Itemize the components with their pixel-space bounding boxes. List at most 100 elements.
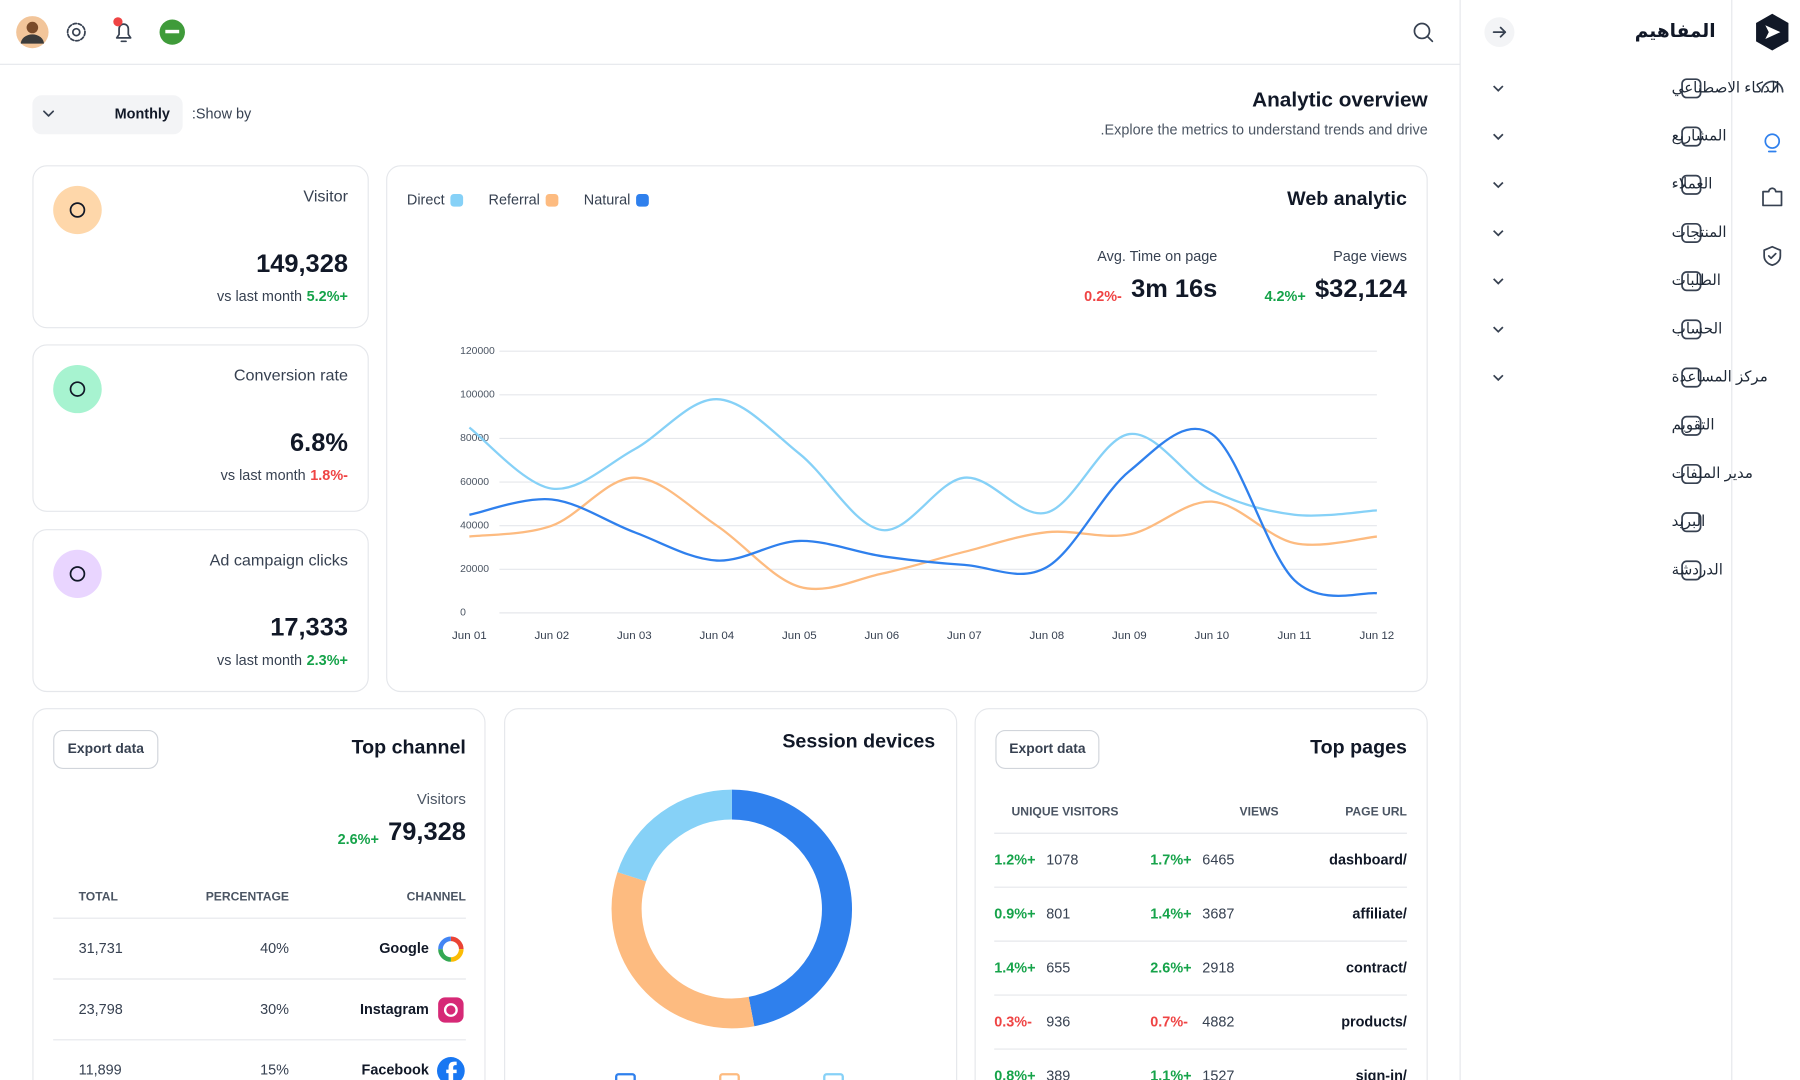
metric-value: 3m 16s bbox=[1131, 275, 1217, 303]
legend-label: Natural bbox=[584, 193, 631, 209]
menu-chevron bbox=[1493, 133, 1504, 141]
notification-icon[interactable] bbox=[115, 23, 132, 43]
x-tick-label: Jun 08 bbox=[1030, 630, 1065, 642]
rail-idea-icon[interactable] bbox=[1764, 133, 1781, 153]
column-header: PERCENTAGE bbox=[206, 890, 289, 904]
card-title: Top pages bbox=[1310, 737, 1407, 759]
unique-visitors: 655 bbox=[1046, 960, 1070, 976]
x-tick-label: Jun 07 bbox=[947, 630, 982, 642]
donut-segment bbox=[731, 789, 852, 1027]
menu-chevron bbox=[1493, 326, 1504, 333]
channel-total: 23,798 bbox=[79, 1002, 123, 1018]
flag-mark bbox=[165, 29, 180, 34]
channel-percentage: 30% bbox=[260, 1002, 289, 1018]
menu-icon bbox=[1681, 174, 1702, 195]
stat-card bbox=[32, 344, 369, 512]
donut-segment bbox=[611, 872, 755, 1029]
collapse-icon bbox=[1492, 26, 1507, 38]
unique-visitors: 801 bbox=[1046, 907, 1070, 923]
stat-change: 5.2%+ bbox=[307, 289, 348, 305]
stat-label: Conversion rate bbox=[234, 367, 348, 385]
visitors-change: 0.9%+ bbox=[994, 907, 1035, 923]
legend-swatch bbox=[450, 193, 464, 207]
stat-icon bbox=[53, 185, 102, 235]
settings-icon[interactable] bbox=[66, 22, 86, 42]
google-logo bbox=[450, 948, 464, 962]
card-title: Top channel bbox=[352, 737, 466, 759]
page-title: Analytic overview bbox=[1252, 89, 1429, 112]
unique-visitors: 389 bbox=[1046, 1068, 1070, 1080]
dropdown-chevron bbox=[43, 110, 55, 117]
metric-label: Avg. Time on page bbox=[1097, 249, 1217, 265]
menu-icon bbox=[1681, 222, 1702, 244]
column-header: UNIQUE VISITORS bbox=[1012, 805, 1119, 819]
stat-compare: vs last month bbox=[221, 468, 306, 484]
x-tick-label: Jun 01 bbox=[452, 630, 487, 642]
views: 1527 bbox=[1202, 1068, 1234, 1080]
menu-label: المشاريع bbox=[1672, 128, 1727, 145]
line-series bbox=[469, 427, 1378, 597]
channel-percentage: 15% bbox=[260, 1063, 289, 1079]
menu-chevron bbox=[1493, 85, 1504, 92]
page-url: sign-in/ bbox=[1356, 1068, 1407, 1080]
line-series bbox=[468, 398, 1377, 532]
page-subtitle: .Explore the metrics to understand trend… bbox=[1101, 123, 1428, 139]
metric-change: 4.2%+ bbox=[1264, 289, 1305, 305]
menu-icon bbox=[1681, 463, 1702, 485]
menu-label: الحساب bbox=[1672, 320, 1723, 337]
menu-chevron bbox=[1493, 278, 1504, 285]
y-tick-label: 0 bbox=[460, 608, 466, 619]
stat-value: 149,328 bbox=[256, 250, 348, 278]
show-by-dropdown[interactable] bbox=[32, 95, 183, 135]
menu-label: العملاء bbox=[1672, 176, 1713, 193]
google-logo bbox=[438, 936, 452, 950]
export-button[interactable] bbox=[995, 729, 1100, 769]
x-tick-label: Jun 05 bbox=[782, 630, 817, 642]
export-button[interactable] bbox=[53, 729, 159, 769]
legend-label: Direct bbox=[407, 193, 445, 209]
card-title: Session devices bbox=[782, 731, 935, 753]
instagram-logo bbox=[438, 997, 464, 1023]
legend-swatch bbox=[719, 1073, 740, 1080]
y-tick-label: 60000 bbox=[460, 477, 489, 488]
stat-compare: vs last month bbox=[217, 653, 302, 669]
x-tick-label: Jun 12 bbox=[1360, 630, 1395, 642]
menu-icon bbox=[1681, 126, 1702, 147]
channel-percentage: 40% bbox=[260, 941, 289, 957]
views: 6465 bbox=[1202, 853, 1234, 869]
legend-swatch bbox=[545, 193, 559, 207]
channel-total: 31,731 bbox=[79, 941, 123, 957]
legend-label: Referral bbox=[489, 193, 540, 209]
menu-label: مدير الملفات bbox=[1672, 465, 1753, 482]
notification-dot bbox=[113, 17, 123, 27]
x-tick-label: Jun 10 bbox=[1195, 630, 1230, 642]
menu-label: الطلبات bbox=[1672, 272, 1721, 289]
stat-label: Visitor bbox=[303, 188, 348, 206]
show-by-value: Monthly bbox=[115, 107, 170, 123]
menu-icon bbox=[1681, 512, 1702, 533]
avatar-face bbox=[26, 21, 39, 34]
views: 3687 bbox=[1202, 907, 1234, 923]
views-change: 1.7%+ bbox=[1150, 853, 1191, 869]
rail-puzzle-icon[interactable] bbox=[1762, 187, 1783, 207]
visitors-label: Visitors bbox=[417, 791, 466, 808]
avatar-body bbox=[20, 34, 44, 44]
search-icon[interactable] bbox=[1413, 22, 1434, 43]
column-header: TOTAL bbox=[79, 890, 118, 904]
visitors-change: 0.3%- bbox=[994, 1014, 1032, 1030]
metric-label: Page views bbox=[1333, 249, 1407, 265]
menu-label: البريد bbox=[1672, 513, 1706, 530]
page-url: dashboard/ bbox=[1329, 853, 1407, 869]
rail-shield-icon[interactable] bbox=[1763, 245, 1782, 266]
menu-icon bbox=[1681, 367, 1702, 388]
facebook-f bbox=[446, 1061, 457, 1080]
menu-icon bbox=[1681, 271, 1702, 292]
views-change: 0.7%- bbox=[1150, 1014, 1188, 1030]
channel-name: Facebook bbox=[362, 1063, 430, 1079]
visitors-change: 1.2%+ bbox=[994, 853, 1035, 869]
channel-name: Google bbox=[379, 941, 429, 957]
metric-change: 0.2%- bbox=[1084, 289, 1122, 305]
rail-dashboard-icon[interactable] bbox=[1760, 80, 1784, 93]
menu-icon bbox=[1681, 78, 1702, 99]
